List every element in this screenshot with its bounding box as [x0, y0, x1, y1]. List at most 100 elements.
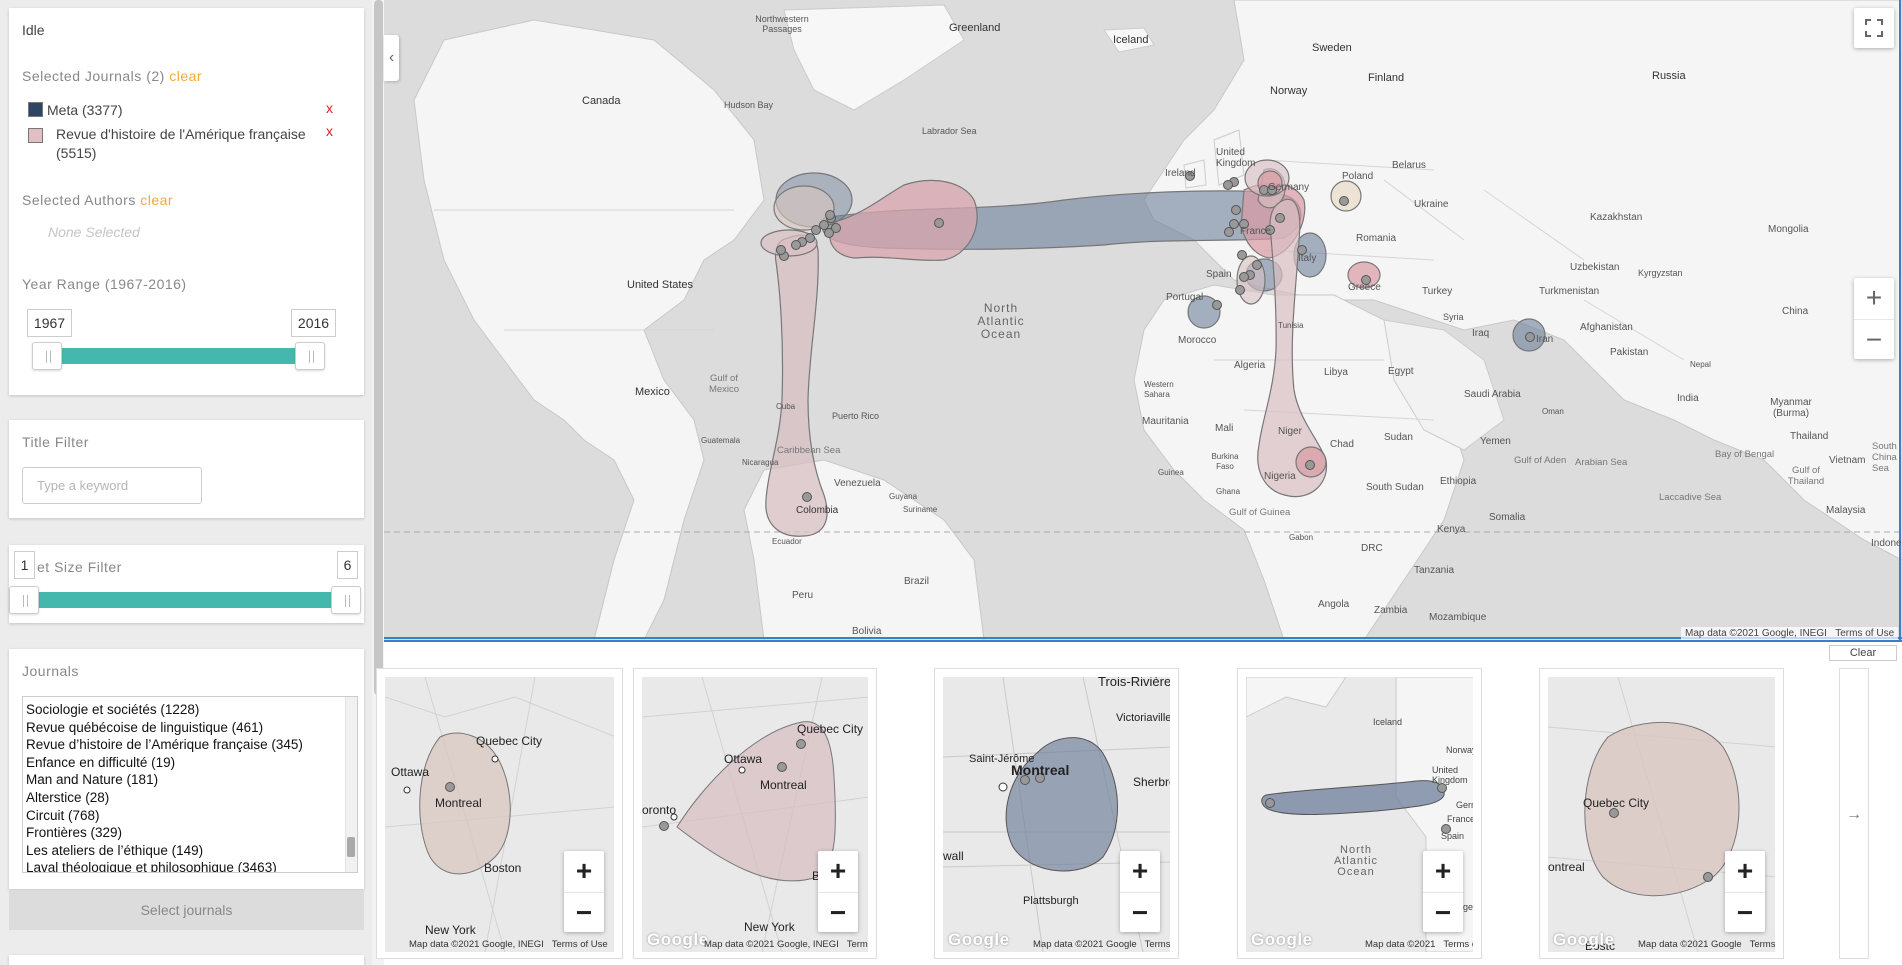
- keyword-input[interactable]: [22, 467, 202, 504]
- mini-map-label: Montreal: [435, 796, 482, 810]
- main-map[interactable]: Northwestern Passages Greenland Iceland …: [384, 0, 1902, 640]
- journals-scrollbar-thumb[interactable]: [347, 837, 355, 857]
- map-label: Guinea: [1158, 468, 1184, 477]
- cluster-card[interactable]: Iceland Norway United Kingdom Germ Franc…: [1237, 668, 1482, 959]
- mini-map-label: Quebec City: [476, 734, 543, 748]
- mini-map-label: ontreal: [1548, 860, 1585, 874]
- sidebar-scrollbar-thumb[interactable]: [374, 0, 383, 695]
- mini-map[interactable]: Quebec City ontreal Bostc + − Google Map…: [1548, 677, 1775, 952]
- mini-zoom-in-button[interactable]: +: [829, 855, 847, 886]
- map-label: Sweden: [1312, 42, 1352, 54]
- mini-zoom-out-button[interactable]: −: [1725, 892, 1765, 932]
- terms-link[interactable]: Terms of Use: [846, 939, 868, 950]
- mini-map-label: Montreal: [760, 778, 807, 792]
- journals-list[interactable]: Sociologie et sociétés (1228) Revue québ…: [22, 696, 358, 873]
- mini-zoom-control: + −: [1423, 851, 1463, 932]
- map-label: Arabian Sea: [1575, 457, 1628, 468]
- mini-zoom-in-button[interactable]: +: [1434, 855, 1452, 886]
- map-label: Brazil: [904, 576, 930, 587]
- terms-link[interactable]: Terms of Use: [1749, 939, 1775, 950]
- terms-link[interactable]: Terms of Use: [551, 939, 608, 950]
- map-attribution: Map data ©2021 Google, INEGI Terms of Us…: [1681, 627, 1899, 640]
- mini-zoom-out-button[interactable]: −: [564, 892, 604, 932]
- set-size-max-handle[interactable]: [331, 586, 361, 614]
- year-min-field[interactable]: 1967: [27, 309, 72, 337]
- map-label: Tunisia: [1278, 321, 1304, 330]
- journal-list-item[interactable]: Revue québécoise de linguistique (461): [26, 719, 264, 735]
- journals-title: Journals: [22, 663, 79, 679]
- clear-authors-link[interactable]: clear: [140, 192, 174, 208]
- year-max-handle[interactable]: [295, 342, 325, 370]
- map-label: Labrador Sea: [922, 126, 977, 136]
- mini-map-label: Quebec City: [797, 722, 864, 736]
- select-journals-button[interactable]: Select journals: [9, 890, 364, 930]
- mini-zoom-in-button[interactable]: +: [1131, 855, 1149, 886]
- journal-list-item[interactable]: Man and Nature (181): [26, 772, 159, 788]
- set-size-filter-panel: et Size Filter 1 6: [9, 545, 364, 623]
- journal-list-item[interactable]: Circuit (768): [26, 807, 100, 823]
- journal-list-item[interactable]: Revue d’histoire de l’Amérique française…: [26, 737, 303, 753]
- cluster-card[interactable]: Quebec City ontreal Bostc + − Google Map…: [1539, 668, 1784, 959]
- journal-list-item[interactable]: Les ateliers de l’éthique (149): [26, 842, 204, 858]
- zoom-out-button[interactable]: −: [1854, 319, 1894, 359]
- map-label: Myanmar (Burma): [1770, 397, 1812, 419]
- set-size-track: [24, 592, 352, 608]
- set-size-min-field[interactable]: 1: [14, 551, 35, 579]
- map-label: Egypt: [1388, 366, 1414, 377]
- cluster-points: [776, 171, 1535, 502]
- clear-strip-button[interactable]: Clear: [1829, 645, 1897, 661]
- mini-zoom-out-button[interactable]: −: [1120, 892, 1160, 932]
- cluster-card[interactable]: Trois-Rivières Victoriaville Saint-Jérôm…: [934, 668, 1179, 959]
- journal-list-item[interactable]: Alterstice (28): [26, 789, 110, 805]
- mini-zoom-control: + −: [564, 851, 604, 932]
- journal-list-item[interactable]: Enfance en difficulté (19): [26, 754, 176, 770]
- selected-journals-header: Selected Journals (2) clear: [22, 68, 202, 84]
- mini-zoom-in-button[interactable]: +: [1736, 855, 1754, 886]
- mini-zoom-out-button[interactable]: −: [818, 892, 858, 932]
- mini-map-shape: [385, 677, 614, 952]
- terms-link[interactable]: Terms of Use: [1835, 628, 1895, 639]
- map-label: Kyrgyzstan: [1638, 268, 1683, 278]
- mini-map-label: Boston: [484, 861, 522, 875]
- journal-list-item[interactable]: Sociologie et sociétés (1228): [26, 702, 200, 717]
- map-label: Mongolia: [1768, 224, 1809, 235]
- mini-map[interactable]: Ottawa Quebec City Montreal oronto Bo Ne…: [642, 677, 868, 952]
- status-text: Idle: [22, 22, 45, 38]
- remove-journal-button[interactable]: x: [326, 123, 333, 139]
- fullscreen-button[interactable]: [1854, 8, 1894, 48]
- mini-map[interactable]: Trois-Rivières Victoriaville Saint-Jérôm…: [943, 677, 1170, 952]
- map-label: Yemen: [1480, 436, 1511, 447]
- map-label: Nepal: [1690, 360, 1711, 369]
- journal-list-item[interactable]: Laval théologique et philosophique (3463…: [26, 860, 277, 873]
- map-label: Canada: [582, 95, 621, 107]
- clear-journals-link[interactable]: clear: [169, 68, 203, 84]
- map-label: Kazakhstan: [1590, 212, 1643, 223]
- year-max-field[interactable]: 2016: [291, 309, 336, 337]
- remove-journal-button[interactable]: x: [326, 100, 333, 116]
- mini-attribution: Map data ©2021 Google, INEGI Terms of Us…: [409, 939, 608, 950]
- map-label: Guatemala: [701, 436, 741, 445]
- map-label: Pakistan: [1610, 347, 1649, 358]
- journal-list-item[interactable]: Frontières (329): [26, 825, 123, 841]
- cluster-card[interactable]: Ottawa Quebec City Montreal Boston New Y…: [376, 668, 623, 959]
- terms-link[interactable]: Terms of Use: [1443, 939, 1473, 950]
- map-data-text: Map data ©2021: [1365, 939, 1436, 950]
- collapse-sidebar-button[interactable]: ‹: [384, 35, 399, 81]
- cluster-card[interactable]: Ottawa Quebec City Montreal oronto Bo Ne…: [633, 668, 877, 959]
- map-label: Bolivia: [852, 626, 882, 637]
- year-min-handle[interactable]: [32, 342, 62, 370]
- selected-journal-label: Meta (3377): [47, 102, 123, 118]
- mini-zoom-out-button[interactable]: −: [1423, 892, 1463, 932]
- mini-map[interactable]: Ottawa Quebec City Montreal Boston New Y…: [385, 677, 614, 952]
- mini-map[interactable]: Iceland Norway United Kingdom Germ Franc…: [1246, 677, 1473, 952]
- set-size-max-field[interactable]: 6: [337, 551, 358, 579]
- journals-scrollbar[interactable]: [345, 697, 357, 872]
- mini-zoom-in-button[interactable]: +: [575, 855, 593, 886]
- next-cards-button[interactable]: →: [1839, 668, 1869, 959]
- map-label: Turkmenistan: [1539, 286, 1600, 297]
- map-label: Hudson Bay: [724, 100, 774, 110]
- map-label: Libya: [1324, 367, 1348, 378]
- zoom-in-button[interactable]: +: [1865, 282, 1883, 313]
- set-size-min-handle[interactable]: [9, 586, 39, 614]
- terms-link[interactable]: Terms of Use: [1144, 939, 1170, 950]
